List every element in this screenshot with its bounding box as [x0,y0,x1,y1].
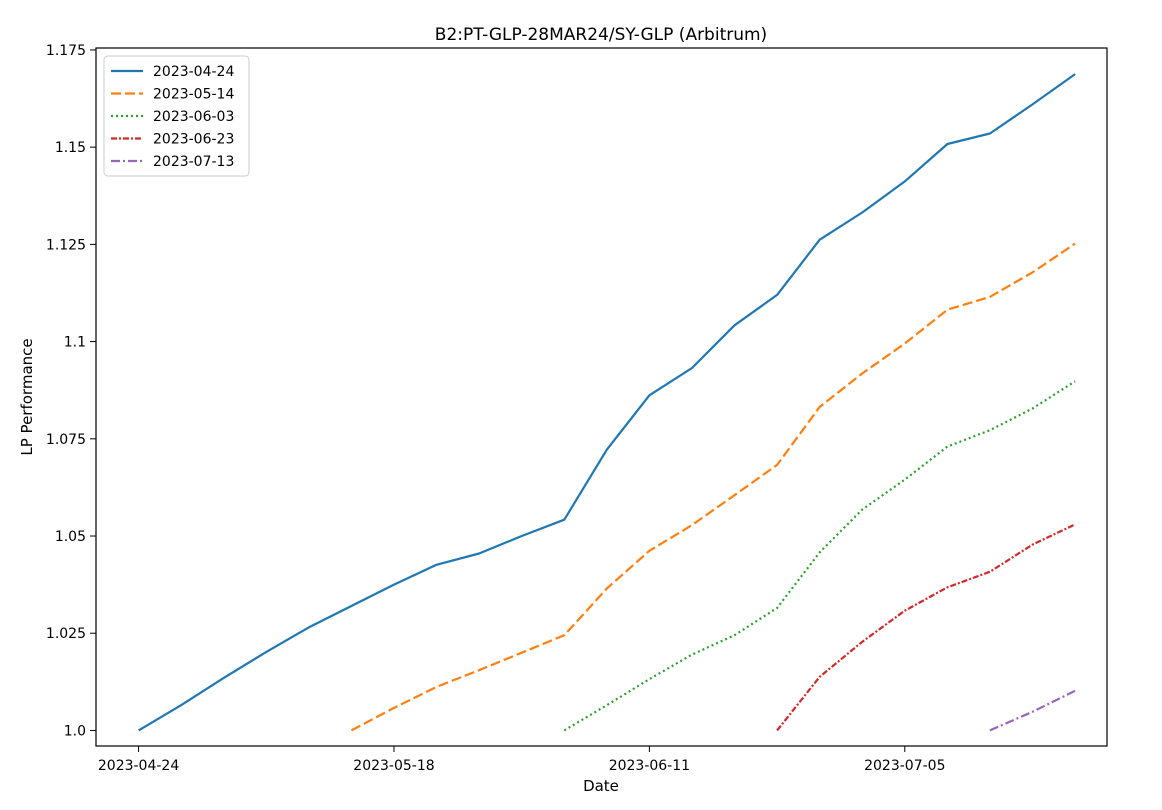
series-line-2023-04-24 [138,73,1076,732]
x-tick-label-2023-07-05: 2023-07-05 [864,758,945,774]
y-tick-label-1.1: 1.1 [64,335,86,351]
legend-label-2023-04-24: 2023-04-24 [153,64,234,80]
x-tick-label-2023-04-24: 2023-04-24 [98,758,179,774]
x-tick-label-2023-05-18: 2023-05-18 [353,758,434,774]
y-tick-label-1.05: 1.05 [55,529,86,545]
x-tick-label-2023-06-11: 2023-06-11 [609,758,690,774]
series-line-2023-06-23 [776,523,1076,732]
plot-area: 2023-04-24 2023-05-18 2023-06-11 2023-07-05… [46,43,1108,774]
y-tick-label-1.0: 1.0 [64,723,86,739]
legend-label-2023-06-23: 2023-06-23 [153,132,234,148]
series-line-2023-06-03 [563,380,1076,732]
y-tick-label-1.15: 1.15 [55,140,86,156]
y-tick-label-1.175: 1.175 [46,43,86,59]
x-axis-label: Date [583,777,619,795]
legend-label-2023-05-14: 2023-05-14 [153,87,234,103]
legend: 2023-04-24 2023-05-14 2023-06-03 2023-06-23… [103,55,250,177]
legend-label-2023-07-13: 2023-07-13 [153,154,234,170]
y-tick-label-1.025: 1.025 [46,626,86,642]
series-line-2023-05-14 [350,242,1076,732]
x-axis: 2023-04-24 2023-05-18 2023-06-11 2023-07-05 [98,746,945,774]
legend-label-2023-06-03: 2023-06-03 [153,109,234,125]
series-line-2023-07-13 [989,689,1076,732]
y-axis: 1.0 1.025 1.05 1.075 1.1 1.125 1.15 1.175 [46,43,96,739]
series-lines [138,73,1076,732]
chart-title: B2:PT-GLP-28MAR24/SY-GLP (Arbitrum) [435,25,767,45]
legend-frame [103,55,250,177]
y-axis-label: LP Performance [18,338,36,455]
y-tick-label-1.125: 1.125 [46,237,86,253]
y-tick-label-1.075: 1.075 [46,432,86,448]
plot-frame [95,47,1108,747]
